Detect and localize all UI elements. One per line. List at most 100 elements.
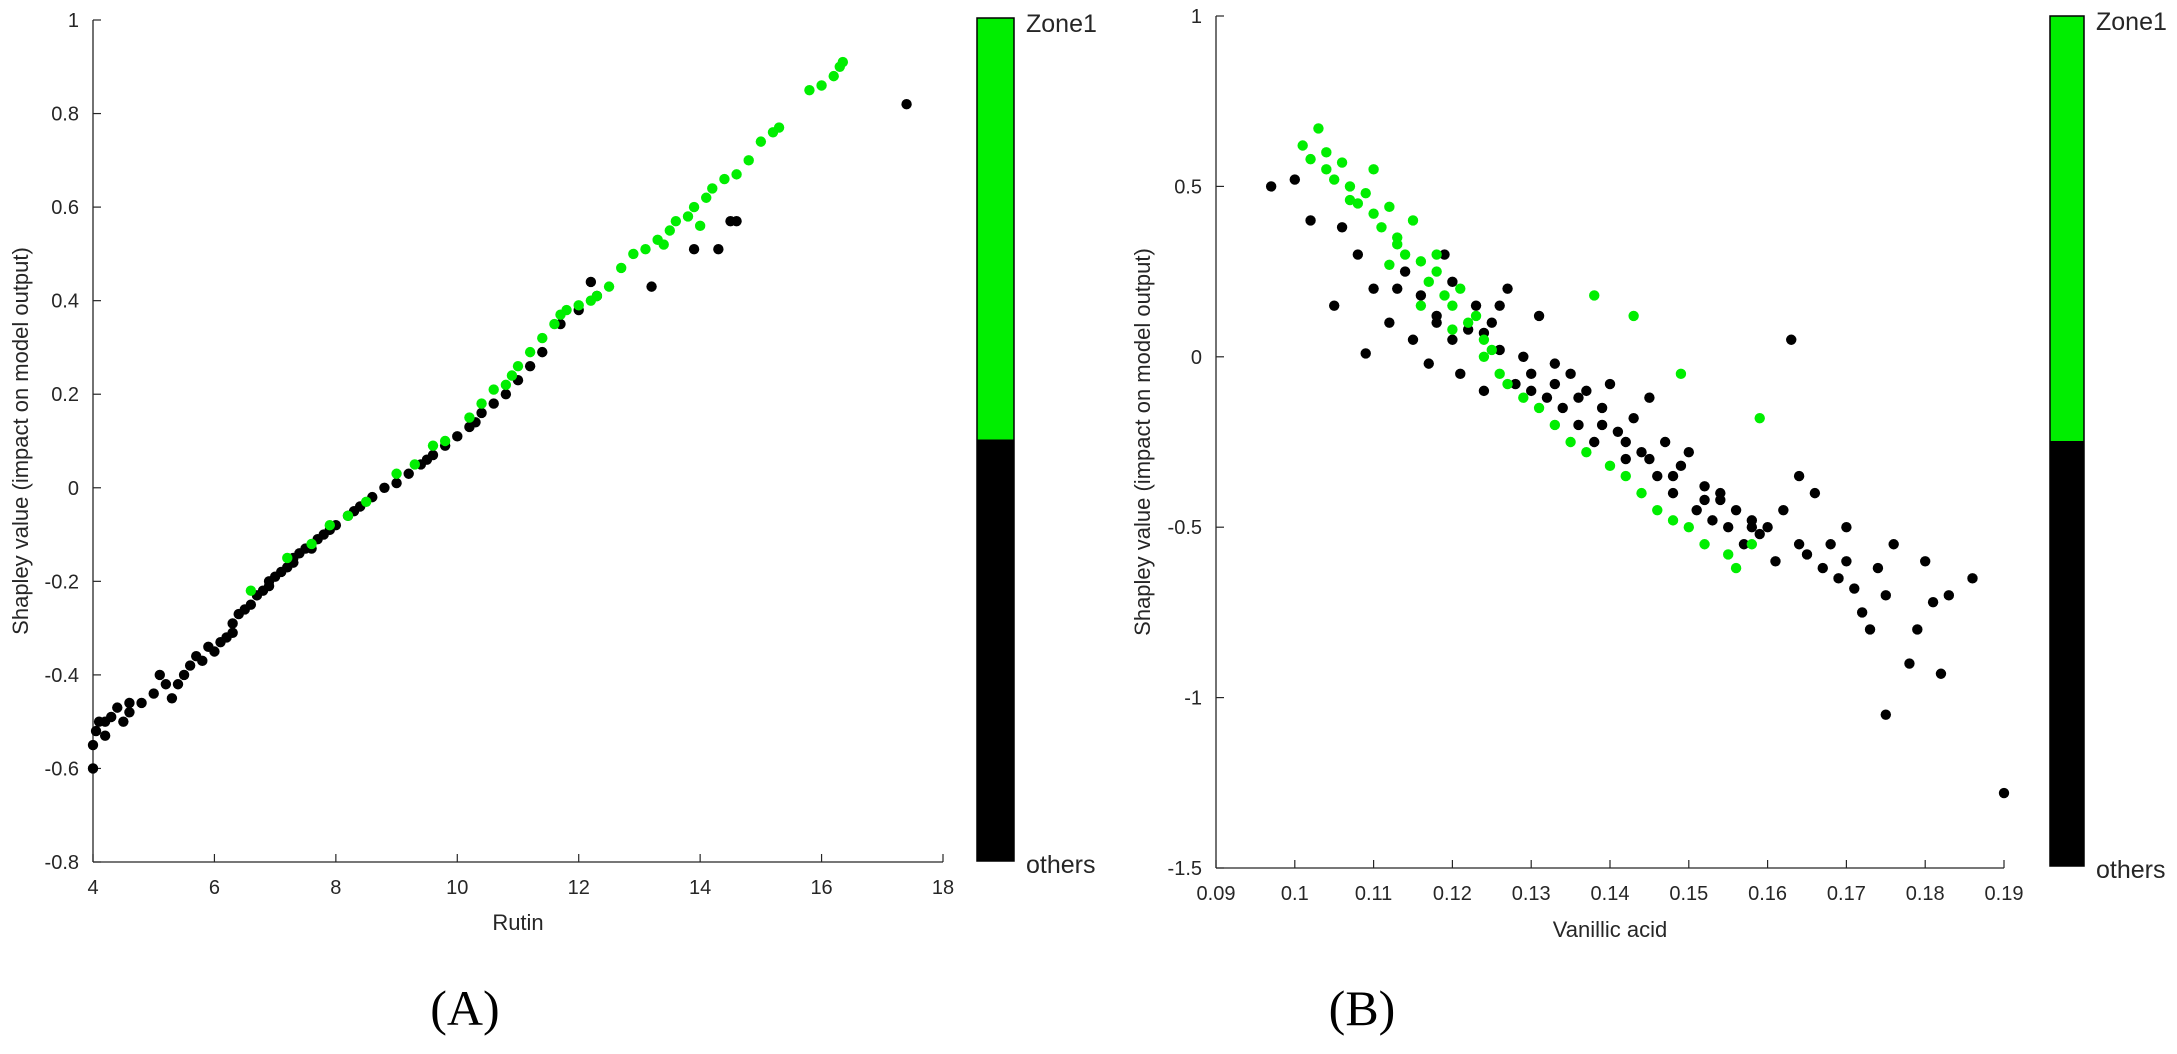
data-point-zone1: [755, 136, 767, 147]
data-point-others: [524, 360, 536, 372]
data-point-others: [1920, 556, 1931, 567]
data-point-zone1: [1462, 317, 1474, 328]
data-point-others: [1549, 378, 1561, 390]
x-tick-label: 6: [209, 877, 220, 899]
y-tick-label: -0.8: [45, 852, 79, 874]
y-tick-label: -1: [1184, 688, 1202, 710]
data-point-others: [488, 398, 499, 409]
data-point-others: [1927, 596, 1939, 608]
data-point-others: [1856, 607, 1868, 618]
data-point-others: [476, 407, 487, 419]
colorbar-bottom-label: others: [2096, 856, 2165, 884]
data-point-zone1: [694, 220, 706, 232]
data-point-others: [1265, 181, 1277, 192]
data-point-others: [1360, 348, 1371, 359]
data-point-others: [1502, 283, 1513, 294]
data-point-zone1: [707, 183, 718, 194]
data-point-others: [1841, 556, 1852, 567]
data-point-others: [1998, 787, 2010, 799]
data-point-others: [1399, 266, 1411, 277]
data-point-others: [1431, 317, 1442, 328]
data-point-others: [1691, 504, 1702, 516]
data-point-others: [1872, 562, 1884, 574]
data-point-others: [1770, 556, 1781, 567]
x-tick-label: 0.09: [1197, 883, 1236, 905]
data-point-others: [1778, 504, 1789, 516]
data-point-zone1: [1439, 290, 1450, 301]
data-point-zone1: [464, 412, 475, 423]
data-point-others: [1833, 573, 1844, 584]
data-point-others: [391, 477, 402, 489]
data-point-zone1: [488, 384, 499, 395]
data-point-zone1: [1305, 153, 1316, 165]
data-point-others: [191, 650, 202, 662]
data-point-others: [124, 707, 135, 718]
data-point-zone1: [1494, 368, 1505, 380]
data-point-others: [1526, 368, 1537, 380]
data-point-zone1: [1344, 194, 1356, 206]
data-point-zone1: [616, 262, 627, 274]
y-tick-label: -0.6: [45, 758, 79, 780]
data-point-zone1: [1502, 378, 1513, 390]
data-point-zone1: [1368, 164, 1379, 175]
data-point-others: [90, 725, 102, 737]
data-point-zone1: [688, 201, 700, 213]
data-point-zone1: [1533, 402, 1545, 414]
data-point-others: [1533, 310, 1545, 322]
data-point-zone1: [342, 510, 354, 522]
x-tick-label: 0.18: [1906, 883, 1945, 905]
data-point-zone1: [1392, 239, 1403, 250]
data-point-others: [1384, 317, 1395, 328]
data-point-zone1: [1518, 392, 1529, 403]
data-point-zone1: [1352, 198, 1364, 209]
data-point-others: [1518, 351, 1529, 362]
data-point-others: [725, 215, 736, 227]
data-point-others: [1659, 436, 1671, 448]
data-point-zone1: [506, 370, 518, 381]
data-point-zone1: [439, 435, 451, 447]
data-point-zone1: [743, 155, 754, 166]
x-tick-label: 0.17: [1827, 883, 1866, 905]
data-point-others: [124, 697, 135, 709]
y-axis-label: Shapley value (impact on model output): [1130, 248, 1155, 636]
data-point-zone1: [1636, 487, 1647, 499]
data-point-zone1: [1360, 188, 1371, 199]
data-point-others: [1596, 402, 1608, 414]
data-point-others: [1470, 300, 1482, 311]
colorbar-top-label: Zone1: [2096, 8, 2167, 36]
data-point-zone1: [1652, 504, 1663, 516]
data-point-others: [1880, 590, 1892, 601]
data-point-others: [500, 389, 512, 400]
data-point-zone1: [682, 211, 694, 222]
data-point-others: [160, 679, 172, 690]
x-tick-label: 4: [87, 877, 98, 899]
data-point-others: [203, 641, 214, 653]
data-point-others: [1715, 487, 1726, 499]
x-tick-label: 16: [810, 877, 832, 899]
data-point-others: [421, 454, 433, 465]
data-point-others: [1888, 539, 1899, 550]
data-point-others: [1612, 426, 1624, 437]
data-point-others: [1699, 494, 1710, 506]
y-tick-label: -1.5: [1168, 858, 1202, 880]
data-point-others: [1809, 487, 1821, 499]
data-point-zone1: [391, 468, 402, 479]
data-point-others: [1683, 447, 1695, 458]
data-point-others: [87, 739, 99, 751]
y-axis-label: Shapley value (impact on model output): [8, 247, 33, 635]
data-point-others: [1730, 504, 1742, 516]
data-point-zone1: [409, 459, 420, 470]
data-point-zone1: [1754, 412, 1765, 424]
x-tick-label: 18: [932, 877, 954, 899]
data-point-zone1: [573, 300, 584, 311]
data-point-others: [585, 276, 597, 288]
data-point-zone1: [555, 309, 566, 320]
data-point-zone1: [1723, 549, 1734, 560]
data-point-zone1: [1470, 310, 1482, 322]
data-point-others: [1793, 470, 1805, 482]
data-point-others: [403, 468, 414, 479]
data-point-zone1: [1565, 436, 1576, 448]
x-tick-label: 0.19: [1985, 883, 2024, 905]
data-point-zone1: [701, 192, 712, 203]
